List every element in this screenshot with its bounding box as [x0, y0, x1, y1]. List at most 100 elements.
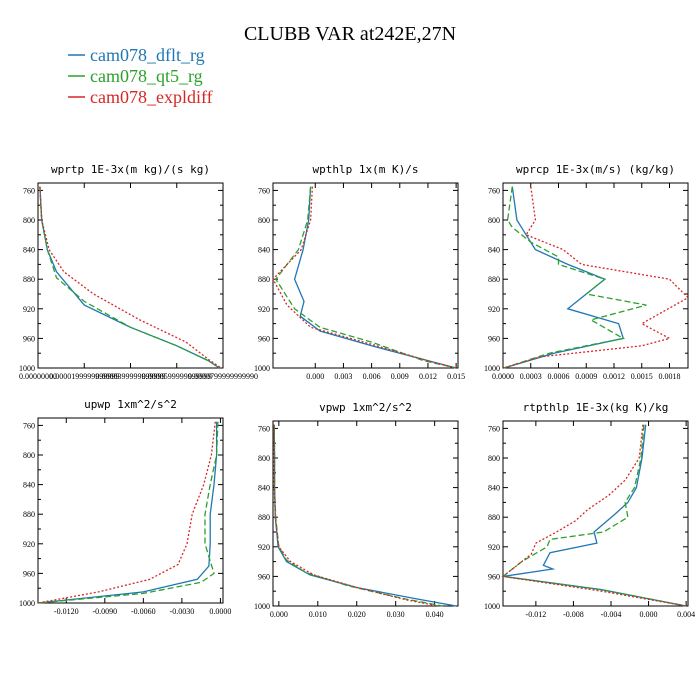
series-line-cam078_expldiff: [273, 424, 439, 607]
x-tick-label: 0.0012: [603, 372, 625, 381]
y-tick-label: 960: [23, 334, 35, 343]
series-line-cam078_dflt_rg: [37, 421, 218, 604]
x-tick-label: 0.030: [387, 610, 405, 619]
y-tick-label: 1000: [254, 602, 270, 611]
y-tick-label: 760: [488, 424, 500, 433]
panel-2: wpthlp 1x(m K)/s 760 800 840 880 920 960 1000 0.…: [254, 163, 465, 381]
y-tick-label: 880: [488, 513, 500, 522]
panel-title: rtpthlp 1E-3x(kg K)/kg: [523, 401, 669, 414]
y-tick-label: 960: [488, 334, 500, 343]
x-tick-label: 0.040: [426, 610, 444, 619]
x-tick-label: 0.000: [270, 610, 288, 619]
y-tick-label: 880: [23, 275, 35, 284]
y-tick-label: 840: [23, 246, 35, 255]
panel-1: wprtp 1E-3x(m kg)/(s kg) 760 800 840 880 920 9…: [19, 163, 258, 381]
y-tick-label: 960: [258, 334, 270, 343]
y-tick-label: 880: [258, 513, 270, 522]
x-tick-label: 0.0000: [492, 372, 514, 381]
x-tick-label: 0.00000000: [19, 372, 57, 381]
legend-label-dflt: cam078_dflt_rg: [90, 45, 205, 65]
panel-title: vpwp 1xm^2/s^2: [319, 401, 412, 414]
y-tick-label: 880: [488, 275, 500, 284]
y-tick-label: 920: [258, 305, 270, 314]
series-line-cam078_qt5_rg: [37, 421, 219, 604]
x-tick-label: 0.0000: [209, 607, 231, 616]
series-line-cam078_qt5_rg: [39, 186, 220, 369]
y-tick-label: 920: [488, 305, 500, 314]
panel-title: wprcp 1E-3x(m/s) (kg/kg): [516, 163, 675, 176]
plot-frame: [37, 182, 224, 369]
panels: wprtp 1E-3x(m kg)/(s kg) 760 800 840 880 920 9…: [19, 163, 695, 619]
y-tick-label: 880: [23, 510, 35, 519]
x-tick-label: 0.000: [306, 372, 324, 381]
plot-frame: [37, 417, 224, 604]
plot-frame: [272, 420, 459, 607]
y-tick-label: 960: [23, 569, 35, 578]
y-tick-label: 960: [258, 572, 270, 581]
x-tick-label: 0.000: [640, 610, 658, 619]
x-tick-label: -0.004: [601, 610, 622, 619]
legend-label-qt5: cam078_qt5_rg: [90, 66, 203, 86]
panel-5: vpwp 1xm^2/s^2 760 800 840 880 920 960 10000.00…: [254, 401, 459, 619]
y-tick-label: 760: [258, 186, 270, 195]
series-line-cam078_expldiff: [272, 186, 457, 369]
x-tick-label: 0.012: [419, 372, 437, 381]
y-tick-label: 760: [488, 186, 500, 195]
x-tick-label: -0.0060: [131, 607, 156, 616]
y-tick-label: 1000: [254, 364, 270, 373]
x-tick-label: -0.0120: [54, 607, 79, 616]
series-line-cam078_qt5_rg: [273, 424, 443, 607]
y-tick-label: 1000: [484, 364, 500, 373]
series-line-cam078_expldiff: [501, 424, 687, 607]
x-tick-label: 0.0000799999999990: [188, 372, 258, 381]
x-tick-label: 0.009: [391, 372, 409, 381]
y-tick-label: 840: [488, 246, 500, 255]
y-tick-label: 800: [23, 451, 35, 460]
x-tick-label: 0.0015: [631, 372, 653, 381]
series-line-cam078_dflt_rg: [502, 424, 687, 607]
x-tick-label: 0.0000199999999999: [49, 372, 119, 381]
y-tick-label: 920: [23, 305, 35, 314]
y-tick-label: 800: [488, 454, 500, 463]
panel-3: wprcp 1E-3x(m/s) (kg/kg) 760 800 840 880 920 9…: [484, 163, 690, 381]
series-line-cam078_expldiff: [37, 421, 216, 604]
y-tick-label: 920: [258, 543, 270, 552]
x-tick-label: 0.0018: [659, 372, 681, 381]
y-tick-label: 1000: [19, 364, 35, 373]
y-tick-label: 920: [488, 543, 500, 552]
x-tick-label: 0.004: [677, 610, 695, 619]
legend-label-expldiff: cam078_expldiff: [90, 87, 213, 107]
x-tick-label: 0.015: [447, 372, 465, 381]
y-tick-label: 800: [488, 216, 500, 225]
y-tick-label: 1000: [19, 599, 35, 608]
plot-frame: [502, 182, 689, 369]
y-tick-label: 800: [23, 216, 35, 225]
y-tick-label: 840: [258, 246, 270, 255]
series-line-cam078_dflt_rg: [273, 424, 457, 607]
series-line-cam078_expldiff: [503, 186, 690, 369]
y-tick-label: 1000: [484, 602, 500, 611]
figure-title: CLUBB VAR at242E,27N: [244, 23, 456, 45]
x-tick-label: -0.012: [526, 610, 547, 619]
panel-4: upwp 1xm^2/s^2 760 800 840 880 920 960 1000 -0.0…: [19, 398, 231, 616]
y-tick-label: 840: [23, 481, 35, 490]
series-line-cam078_dflt_rg: [503, 186, 625, 369]
x-tick-label: 0.010: [309, 610, 327, 619]
series-line-cam078_expldiff: [39, 186, 222, 369]
x-tick-label: 0.0006: [548, 372, 570, 381]
y-tick-label: 960: [488, 572, 500, 581]
y-tick-label: 880: [258, 275, 270, 284]
panel-title: upwp 1xm^2/s^2: [84, 398, 177, 411]
series-line-cam078_qt5_rg: [275, 186, 457, 369]
y-tick-label: 760: [23, 421, 35, 430]
y-tick-label: 840: [258, 484, 270, 493]
x-tick-label: 0.006: [363, 372, 381, 381]
panel-title: wpthlp 1x(m K)/s: [313, 163, 419, 176]
y-tick-label: 760: [258, 424, 270, 433]
x-tick-label: -0.008: [563, 610, 584, 619]
x-tick-label: 0.0000599999999999: [142, 372, 212, 381]
x-tick-label: -0.0030: [170, 607, 195, 616]
legend: cam078_dflt_rg cam078_qt5_rg cam078_expl…: [68, 45, 213, 107]
y-tick-label: 800: [258, 454, 270, 463]
